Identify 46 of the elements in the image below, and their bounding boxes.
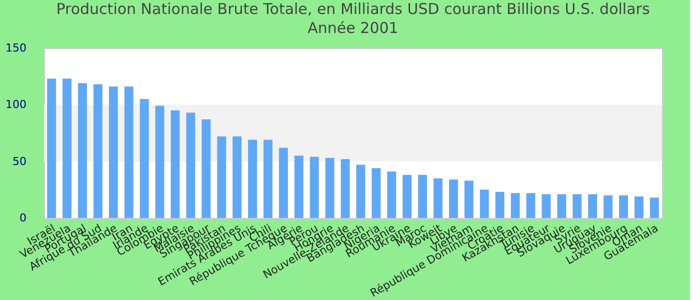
bar [93,84,102,218]
y-tick-label: 50 [12,154,26,168]
bar [78,83,87,218]
bar [526,193,536,218]
bar [325,158,334,218]
bar [202,119,211,218]
bar [294,156,304,218]
bar [495,192,504,218]
bar [510,193,520,218]
bar [480,190,489,218]
bar [124,86,134,218]
bar [47,78,56,218]
bar [264,140,272,218]
bar [557,194,566,218]
bar [108,86,118,218]
y-tick-label: 0 [20,212,26,224]
bar [572,194,582,218]
bar [387,172,396,218]
bar [186,112,196,218]
bar [634,196,644,218]
bar [155,106,164,218]
y-tick-label: 150 [6,42,26,54]
bar [418,174,428,218]
bar [217,136,226,218]
bar [542,194,551,218]
bar [619,195,628,218]
chart-title: Production Nationale Brute Totale, en Milliards USD courant Billions U.S. dollars [56,0,650,18]
bar [62,78,72,218]
bar [248,140,258,218]
y-tick-label: 100 [6,98,26,112]
chart-subtitle: Année 2001 [308,19,398,37]
bar [356,164,366,218]
bar [604,195,613,218]
bar [448,179,458,218]
bar [588,194,598,218]
bar [650,198,659,218]
bar [402,174,412,218]
bar [310,156,319,218]
bar [372,168,381,218]
bar [434,178,442,218]
bar [170,110,180,218]
bar [464,180,474,218]
bar [340,159,350,218]
bar [232,136,242,218]
bar [140,99,149,218]
bar [278,148,288,218]
